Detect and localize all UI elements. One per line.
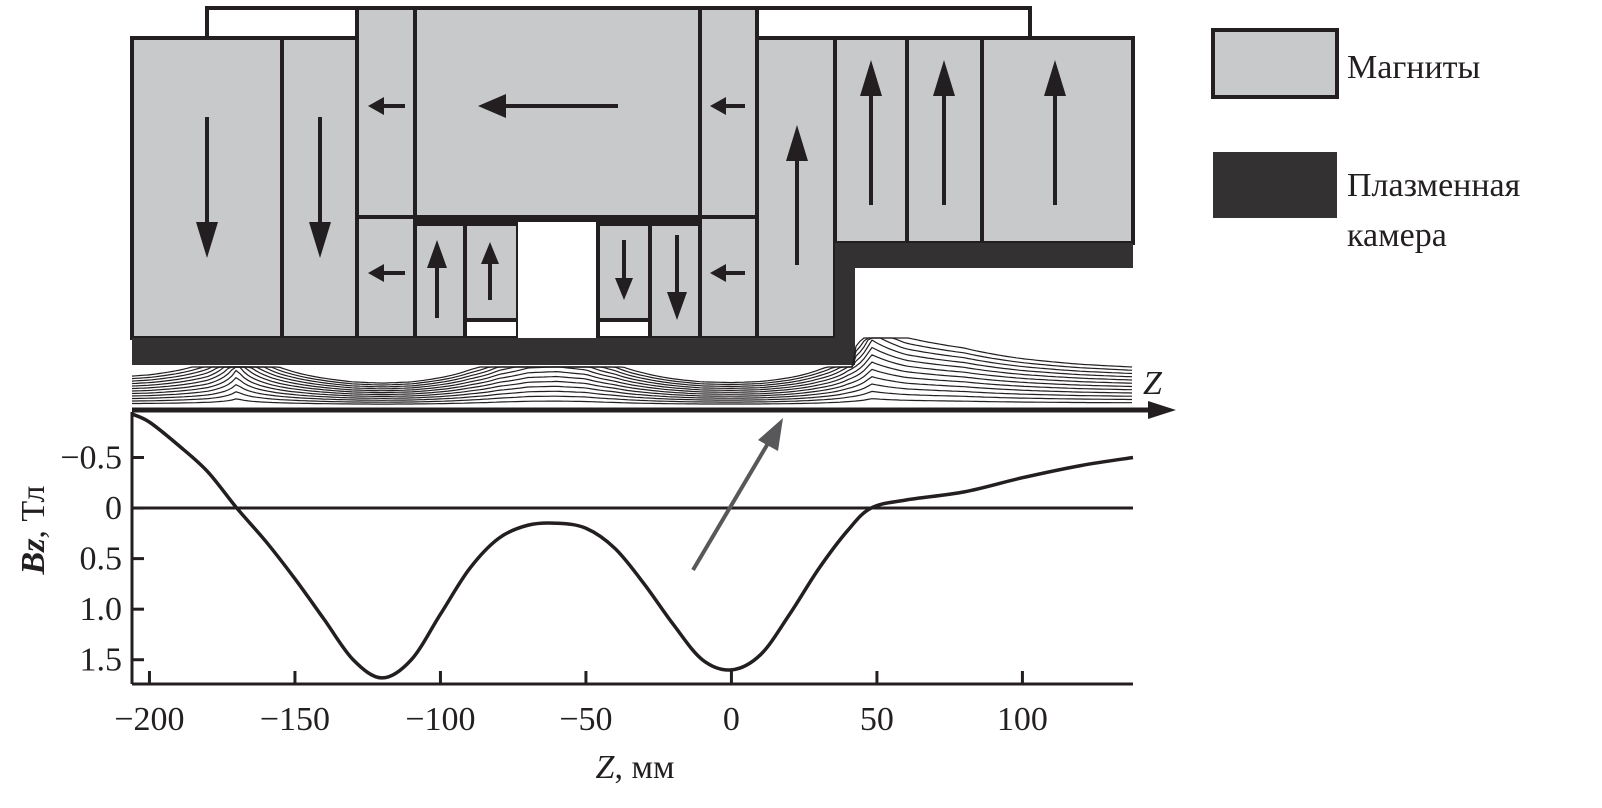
field-line bbox=[132, 398, 1132, 405]
field-line bbox=[131, 376, 1133, 400]
field-line bbox=[132, 390, 1132, 403]
magnetization-arrow-icon bbox=[710, 97, 745, 115]
magnetization-arrow-icon bbox=[860, 60, 882, 205]
magnetization-arrow-icon bbox=[196, 117, 218, 258]
y-tick-label: 0.5 bbox=[80, 541, 123, 578]
magnetization-arrows bbox=[196, 60, 1066, 320]
magnet-assembly bbox=[130, 6, 1135, 340]
pointer-arrow bbox=[691, 418, 783, 572]
x-tick-label: −150 bbox=[260, 701, 330, 738]
field-line bbox=[131, 346, 1133, 392]
x-tick-label: −100 bbox=[405, 701, 475, 738]
magnetization-arrow-icon bbox=[427, 240, 447, 318]
magnet-block bbox=[355, 6, 417, 219]
legend-swatch-magnets bbox=[1211, 28, 1339, 99]
magnetization-arrow-icon bbox=[368, 264, 405, 282]
x-tick-label: −50 bbox=[559, 701, 612, 738]
magnetization-arrow-icon bbox=[933, 60, 955, 205]
magnetic-field-lines bbox=[131, 337, 1133, 405]
legend: Магниты Плазменная камера bbox=[1211, 28, 1521, 254]
field-line bbox=[131, 339, 1133, 390]
z-axis-arrow: Z bbox=[132, 365, 1176, 419]
x-tick-label: −200 bbox=[114, 701, 184, 738]
y-axis-title: Bz, Тл bbox=[15, 485, 52, 575]
field-line bbox=[131, 354, 1133, 394]
magnetization-arrow-icon bbox=[710, 264, 745, 282]
spacer bbox=[596, 318, 652, 340]
magnet-block bbox=[413, 222, 467, 340]
bz-chart: −200 −150 −100 −50 0 50 100 −0.5 0 0.5 1.0 1.5 Z, … bbox=[15, 412, 1134, 786]
legend-swatch-chamber bbox=[1213, 152, 1337, 218]
y-tick-label: −0.5 bbox=[60, 440, 122, 477]
field-line bbox=[131, 368, 1132, 397]
magnet-block bbox=[698, 215, 759, 340]
x-tick-label: 100 bbox=[997, 701, 1048, 738]
field-line bbox=[131, 337, 1133, 384]
magnetization-arrow-icon bbox=[786, 125, 808, 265]
magnetization-arrow-icon bbox=[368, 97, 405, 115]
y-tick-label: 0 bbox=[105, 490, 122, 527]
magnetization-arrow-icon bbox=[481, 242, 499, 300]
magnetization-arrow-icon bbox=[478, 94, 618, 118]
magnetization-arrow-icon bbox=[1044, 60, 1066, 205]
field-line bbox=[132, 383, 1132, 401]
magnet-block bbox=[355, 215, 417, 340]
spacer bbox=[463, 318, 520, 340]
field-line bbox=[131, 337, 1133, 386]
x-tick-label: 0 bbox=[723, 701, 740, 738]
magnet-block bbox=[413, 6, 702, 219]
field-line bbox=[131, 337, 1133, 388]
legend-label-chamber-1: Плазменная bbox=[1347, 167, 1521, 204]
y-tick-label: 1.5 bbox=[80, 642, 123, 679]
magnetization-arrow-icon bbox=[667, 235, 687, 320]
central-gap bbox=[518, 219, 598, 340]
bz-curve bbox=[131, 412, 1134, 680]
plasma-chamber bbox=[132, 243, 1133, 365]
magnet-block bbox=[698, 6, 759, 219]
z-axis-label: Z bbox=[1143, 365, 1163, 402]
magnetization-arrow-icon bbox=[309, 117, 331, 258]
x-axis-title: Z, мм bbox=[596, 749, 675, 786]
legend-label-magnets: Магниты bbox=[1347, 49, 1481, 86]
legend-label-chamber-2: камера bbox=[1347, 217, 1447, 254]
y-tick-label: 1.0 bbox=[80, 591, 123, 628]
field-line bbox=[131, 361, 1133, 396]
x-tick-label: 50 bbox=[860, 701, 894, 738]
magnetization-arrow-icon bbox=[615, 240, 633, 300]
